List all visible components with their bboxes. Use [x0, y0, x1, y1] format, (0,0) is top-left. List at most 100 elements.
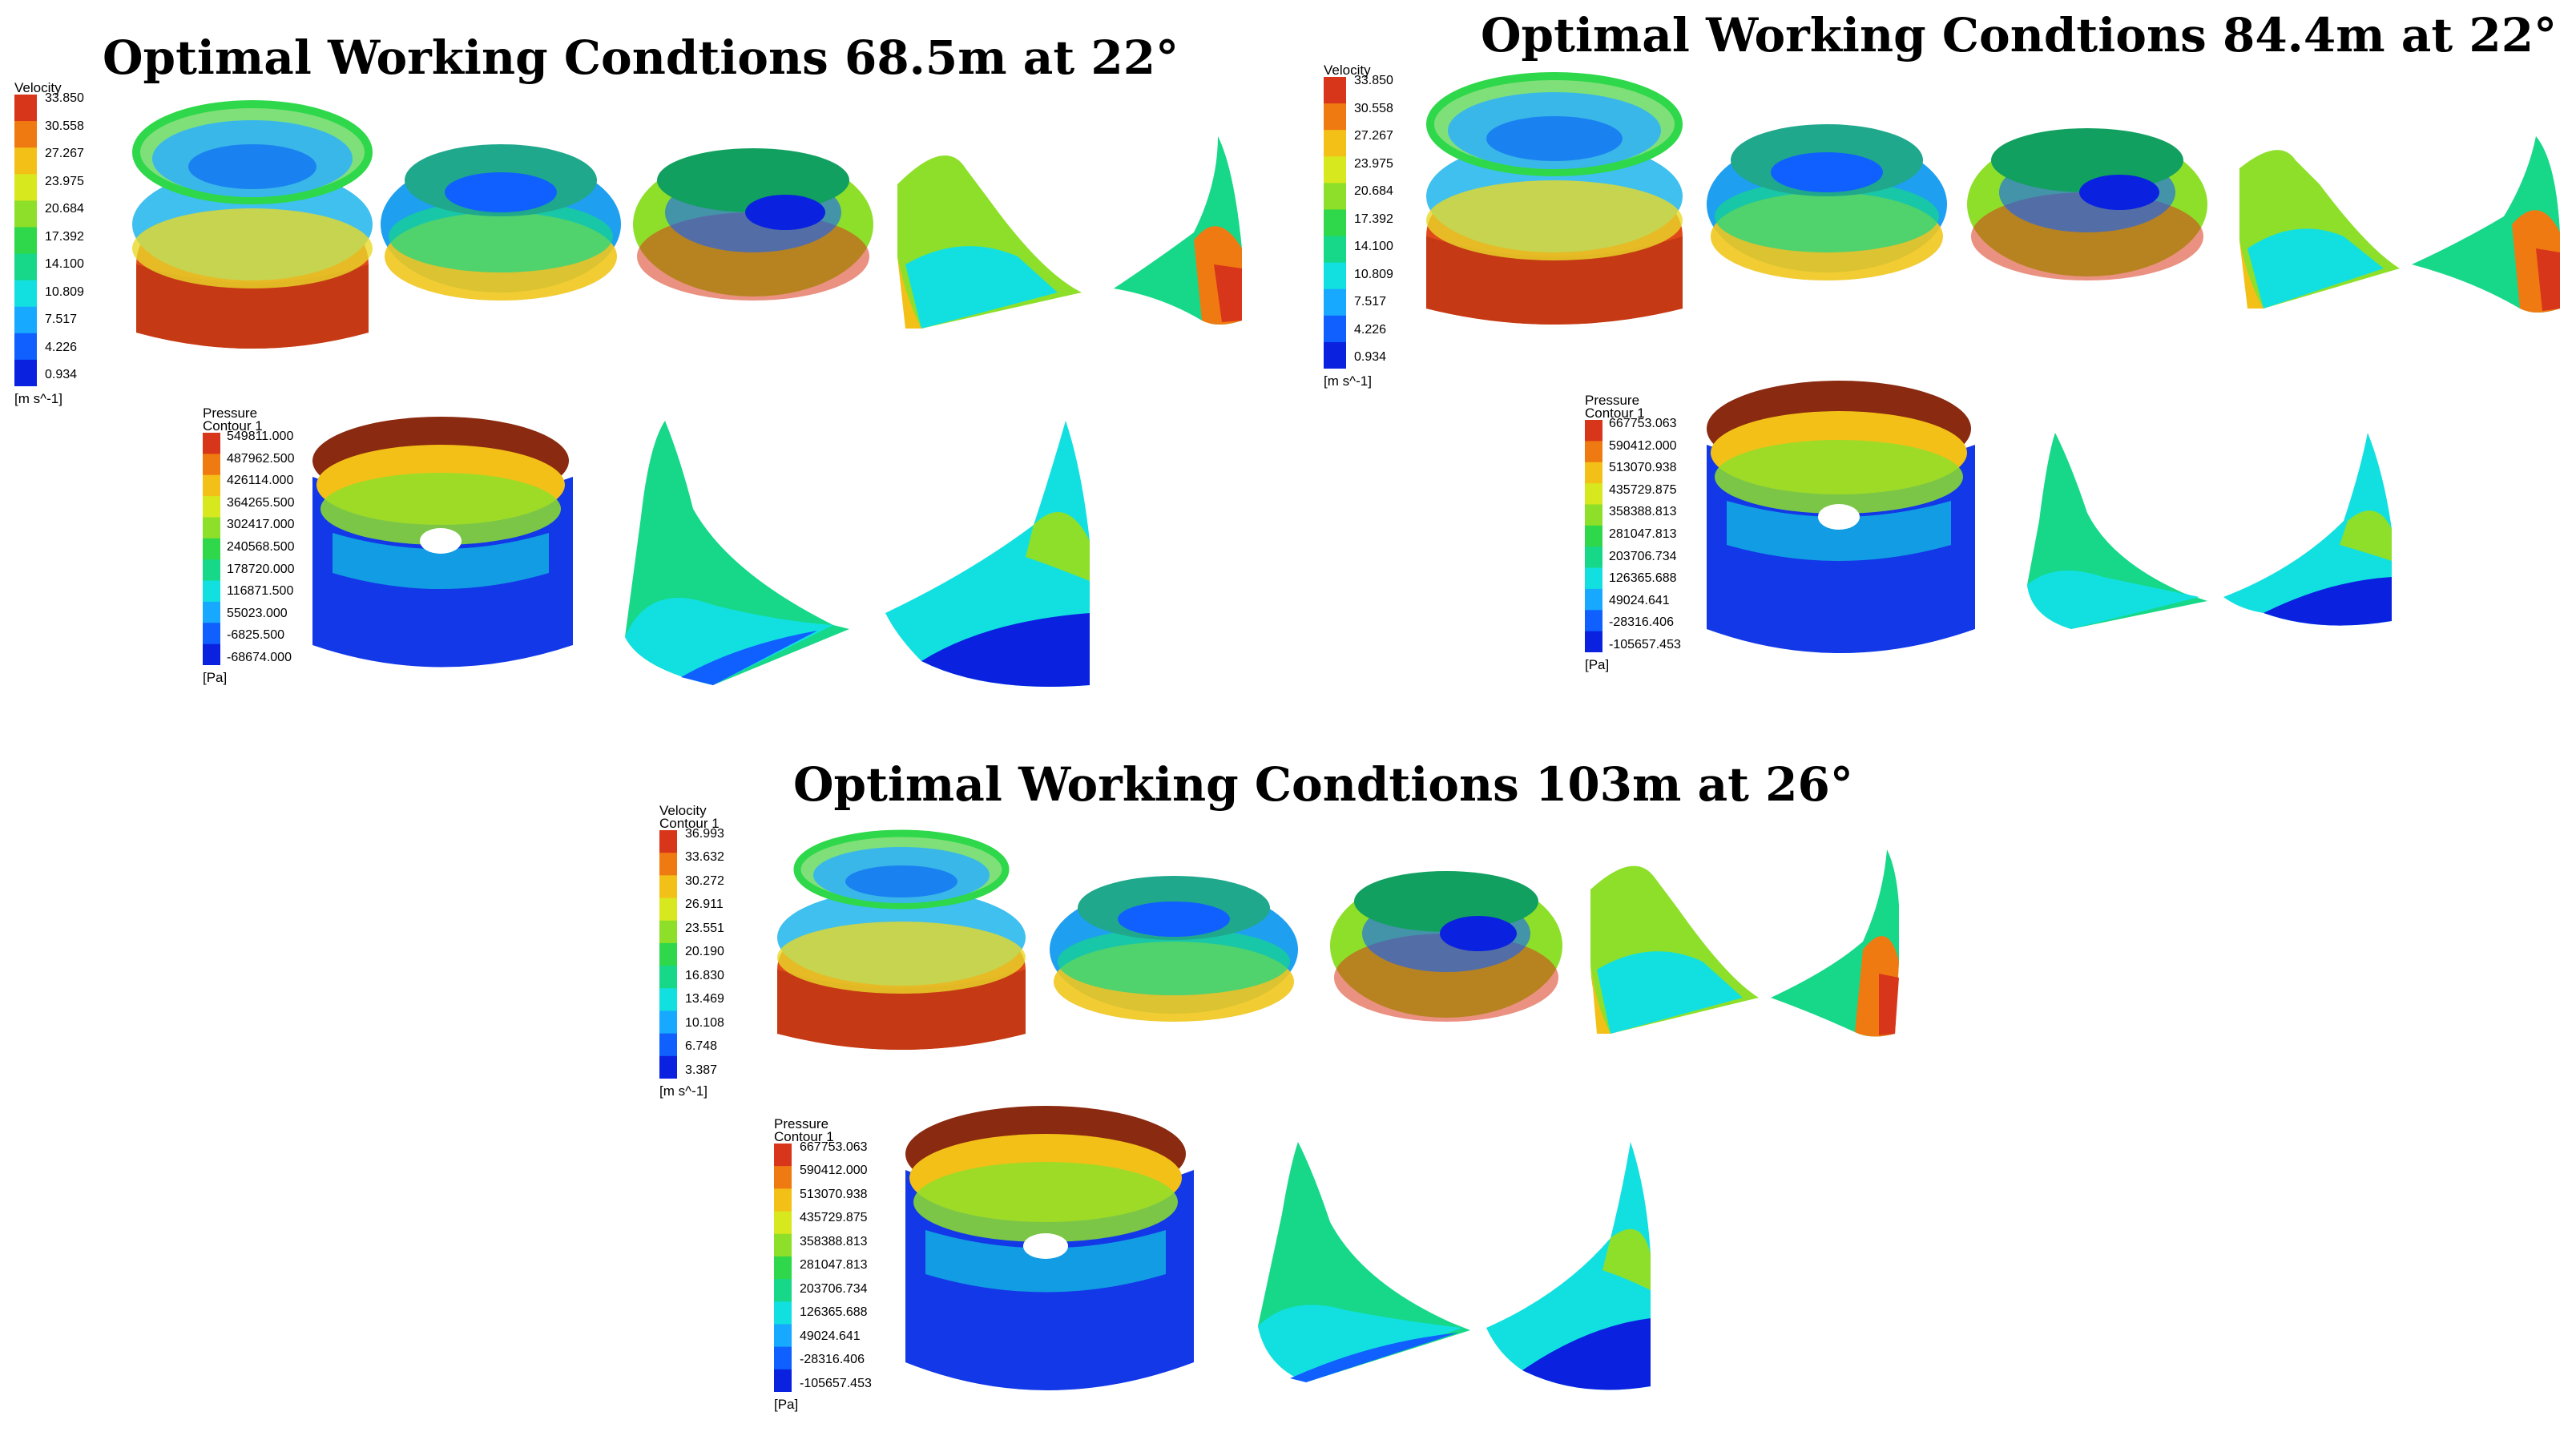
pressure-runner-views	[1707, 381, 2392, 653]
legend-unit: [m s^-1]	[14, 391, 62, 406]
color-band	[1585, 547, 1602, 569]
legend-tick: -28316.406	[800, 1353, 865, 1366]
legend-tick: 55023.000	[227, 607, 288, 620]
runner-inner-view	[1967, 128, 2207, 280]
legend-tick: 23.551	[685, 922, 724, 935]
color-band	[14, 253, 37, 281]
legend-scale: 33.850 30.558 27.267 23.975 20.684 17.39…	[14, 91, 103, 386]
color-band	[1585, 504, 1602, 526]
color-band	[203, 601, 220, 623]
legend-scale: 667753.063 590412.000 513070.938 435729.…	[774, 1140, 894, 1392]
color-band	[1324, 183, 1346, 210]
legend-unit: [m s^-1]	[1324, 373, 1372, 389]
runner-blades-view	[381, 144, 621, 301]
runner-pressure-view	[312, 417, 573, 668]
color-band	[1324, 341, 1346, 369]
legend-tick: 116871.500	[227, 584, 294, 598]
legend-title: Velocity	[659, 803, 707, 818]
color-band	[203, 580, 220, 603]
color-bar	[1585, 420, 1602, 652]
legend-tick: 7.517	[1354, 295, 1387, 309]
color-band	[14, 147, 37, 175]
color-band	[659, 830, 677, 853]
panel-title: Optimal Working Condtions 103m at 26°	[793, 757, 1853, 812]
legend-tick: 33.850	[45, 91, 84, 105]
legend-tick: 667753.063	[1609, 417, 1677, 430]
color-band	[1585, 483, 1602, 505]
legend-tick: 126365.688	[800, 1305, 868, 1319]
legend-tick: 20.190	[685, 945, 724, 958]
legend-tick: 203706.734	[800, 1282, 868, 1296]
legend-tick: 126365.688	[1609, 571, 1677, 585]
legend-tick: 0.934	[45, 368, 78, 381]
color-band	[1324, 209, 1346, 237]
runner-blades-view	[1707, 124, 1947, 280]
legend-tick: 33.632	[685, 850, 724, 864]
legend-subtitle: Contour 1	[203, 418, 263, 434]
runner-inner-view	[633, 148, 873, 301]
color-band	[659, 942, 677, 966]
legend-tick: 7.517	[45, 313, 78, 326]
legend-title: Velocity	[1324, 63, 1371, 78]
color-band	[1585, 588, 1602, 611]
color-band	[659, 1055, 677, 1079]
legend-subtitle: Contour 1	[774, 1129, 834, 1144]
blade-pressure-view	[625, 421, 1090, 687]
pressure-legend: Pressure Contour 1 549811.000 487962.500…	[203, 405, 323, 686]
legend-scale: 36.993 33.632 30.272 26.911 23.551 20.19…	[659, 827, 748, 1079]
legend-tick: 30.272	[685, 874, 724, 888]
legend-tick: 590412.000	[1609, 439, 1677, 453]
color-band	[14, 121, 37, 148]
velocity-runner-views	[1426, 72, 2560, 325]
color-bar	[203, 433, 220, 665]
color-band	[774, 1144, 792, 1167]
legend-tick: 178720.000	[227, 563, 295, 576]
single-blade-view	[1590, 849, 1899, 1037]
legend-tick: 435729.875	[1609, 483, 1677, 497]
pressure-legend: Pressure Contour 1 667753.063 590412.000…	[1585, 393, 1705, 673]
color-band	[774, 1166, 792, 1189]
legend-tick: -105657.453	[1609, 638, 1681, 651]
legend-tick: 426114.000	[227, 474, 294, 487]
color-band	[774, 1233, 792, 1257]
legend-tick: 49024.641	[800, 1329, 861, 1343]
color-band	[1324, 262, 1346, 290]
color-band	[774, 1188, 792, 1212]
legend-tick: 20.684	[45, 202, 84, 216]
blade-pressure-view	[1258, 1142, 1651, 1390]
color-band	[774, 1211, 792, 1235]
color-band	[14, 200, 37, 228]
legend-title: Pressure	[203, 405, 258, 421]
color-bar	[1324, 77, 1346, 369]
legend-tick: 203706.734	[1609, 550, 1677, 563]
legend-tick: 3.387	[685, 1063, 718, 1077]
legend-tick: 27.267	[1354, 129, 1393, 143]
color-band	[1324, 130, 1346, 157]
legend-tick: 302417.000	[227, 518, 295, 531]
color-band	[659, 1010, 677, 1035]
legend-unit: [Pa]	[774, 1397, 799, 1412]
color-band	[1585, 610, 1602, 632]
legend-tick: 590412.000	[800, 1164, 868, 1177]
color-band	[1585, 462, 1602, 484]
legend-title: Pressure	[1585, 393, 1640, 408]
color-band	[659, 920, 677, 944]
color-band	[14, 280, 37, 308]
color-band	[203, 517, 220, 539]
legend-tick: 0.934	[1354, 350, 1387, 364]
color-band	[14, 306, 37, 334]
legend-subtitle: Contour 1	[1585, 405, 1645, 421]
legend-tick: 435729.875	[800, 1211, 868, 1224]
legend-tick: 13.469	[685, 992, 724, 1006]
legend-tick: 14.100	[45, 257, 84, 271]
color-band	[1585, 441, 1602, 463]
color-band	[1324, 236, 1346, 264]
legend-tick: 6.748	[685, 1039, 718, 1053]
legend-tick: 17.392	[1354, 212, 1393, 226]
legend-tick: 10.809	[45, 285, 84, 299]
velocity-runner-views	[132, 100, 1242, 349]
legend-tick: 17.392	[45, 230, 84, 244]
velocity-runner-views	[777, 829, 1899, 1050]
runner-full-view	[777, 829, 1026, 1050]
legend-tick: 240568.500	[227, 540, 295, 554]
